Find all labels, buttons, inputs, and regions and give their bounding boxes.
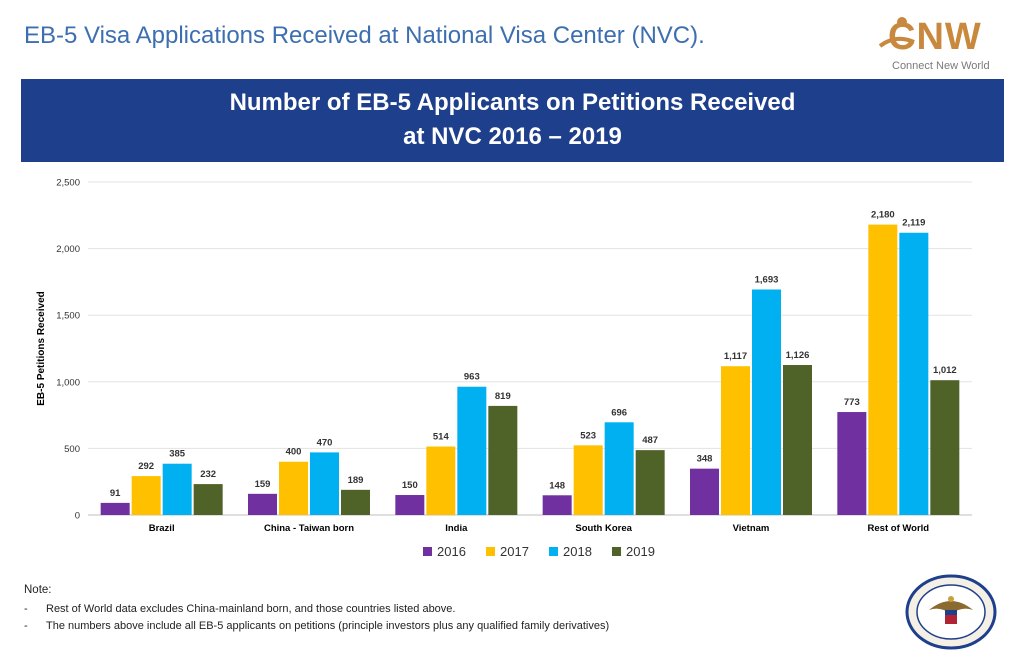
data-label: 2,180 — [871, 210, 895, 221]
state-department-seal-icon — [905, 574, 997, 650]
legend-swatch — [486, 547, 495, 556]
cnw-logo: CNW Connect New World — [870, 12, 1000, 74]
note-heading: Note: — [24, 584, 52, 596]
bar — [100, 502, 130, 515]
x-tick-label: Vietnam — [733, 523, 770, 534]
legend-swatch — [423, 547, 432, 556]
bar — [279, 461, 308, 515]
note-text: Rest of World data excludes China-mainla… — [46, 603, 456, 615]
bar — [341, 489, 370, 515]
chart-title-banner: Number of EB-5 Applicants on Petitions R… — [21, 79, 1004, 162]
bar — [193, 484, 223, 515]
data-label: 773 — [844, 397, 860, 408]
bar — [310, 452, 339, 515]
bar — [721, 366, 750, 515]
data-label: 470 — [317, 437, 333, 448]
data-label: 91 — [110, 488, 121, 499]
bar — [752, 289, 781, 515]
bar — [542, 495, 572, 515]
logo-figure-icon — [878, 17, 915, 48]
bar — [604, 422, 634, 515]
legend-label: 2016 — [437, 544, 466, 559]
bar — [162, 463, 192, 515]
data-label: 148 — [549, 480, 565, 491]
legend-swatch — [612, 547, 621, 556]
data-label: 523 — [580, 430, 596, 441]
note-text: The numbers above include all EB-5 appli… — [46, 620, 610, 632]
data-label: 292 — [138, 461, 154, 472]
bar — [690, 468, 719, 515]
bar — [783, 365, 812, 515]
data-label: 150 — [402, 480, 418, 491]
bar — [868, 224, 898, 515]
logo-subtitle: Connect New World — [892, 60, 990, 72]
data-label: 1,126 — [786, 350, 810, 361]
data-label: 232 — [200, 469, 216, 480]
data-label: 514 — [433, 432, 450, 443]
chart-title-line-1: Number of EB-5 Applicants on Petitions R… — [229, 89, 796, 116]
bar-chart: 0 500 1,000 1,500 2,000 2,500 EB-5 Petitions R… — [36, 178, 972, 559]
bar — [837, 412, 867, 515]
logo-word: CNW — [888, 16, 982, 58]
data-label: 963 — [464, 372, 480, 383]
bar — [131, 476, 161, 515]
data-label: 696 — [611, 407, 627, 418]
data-label: 487 — [642, 435, 658, 446]
legend-label: 2019 — [626, 544, 655, 559]
y-tick-label: 0 — [75, 511, 80, 522]
data-label: 348 — [697, 454, 713, 465]
page-title: EB-5 Visa Applications Received at Natio… — [24, 22, 705, 49]
data-label: 400 — [286, 447, 302, 458]
x-tick-label: China - Taiwan born — [264, 523, 354, 534]
data-label: 819 — [495, 391, 511, 402]
data-label: 189 — [348, 475, 364, 486]
y-tick-label: 2,500 — [56, 178, 80, 189]
x-tick-label: Rest of World — [868, 523, 930, 534]
legend-label: 2017 — [500, 544, 529, 559]
x-tick-label: South Korea — [575, 523, 632, 534]
note-item-2: - The numbers above include all EB-5 appl… — [24, 620, 609, 632]
chart-title-line-2: at NVC 2016 – 2019 — [403, 123, 622, 150]
data-label: 2,119 — [902, 218, 925, 229]
data-label: 159 — [255, 479, 271, 490]
x-tick-label: Brazil — [149, 523, 175, 534]
x-tick-label: India — [445, 523, 468, 534]
y-tick-label: 1,500 — [56, 311, 80, 322]
bar — [426, 446, 456, 515]
bar — [488, 405, 518, 515]
y-tick-label: 2,000 — [56, 244, 80, 255]
y-tick-label: 1,000 — [56, 377, 80, 388]
bar — [395, 495, 425, 515]
legend-swatch — [549, 547, 558, 556]
bar — [573, 445, 603, 515]
bar — [457, 386, 487, 515]
data-label: 1,693 — [755, 274, 779, 285]
note-item-1: - Rest of World data excludes China-mainl… — [24, 603, 455, 615]
bar — [930, 380, 960, 515]
note-bullet: - — [24, 603, 28, 615]
data-label: 1,117 — [724, 351, 747, 362]
y-tick-label: 500 — [64, 444, 80, 455]
bar — [248, 493, 277, 515]
y-axis-label: EB-5 Petitions Received — [36, 291, 47, 405]
legend-label: 2018 — [563, 544, 592, 559]
note-bullet: - — [24, 620, 28, 632]
bar — [899, 232, 929, 515]
bar — [635, 450, 665, 515]
data-label: 385 — [169, 449, 186, 460]
data-label: 1,012 — [933, 365, 957, 376]
